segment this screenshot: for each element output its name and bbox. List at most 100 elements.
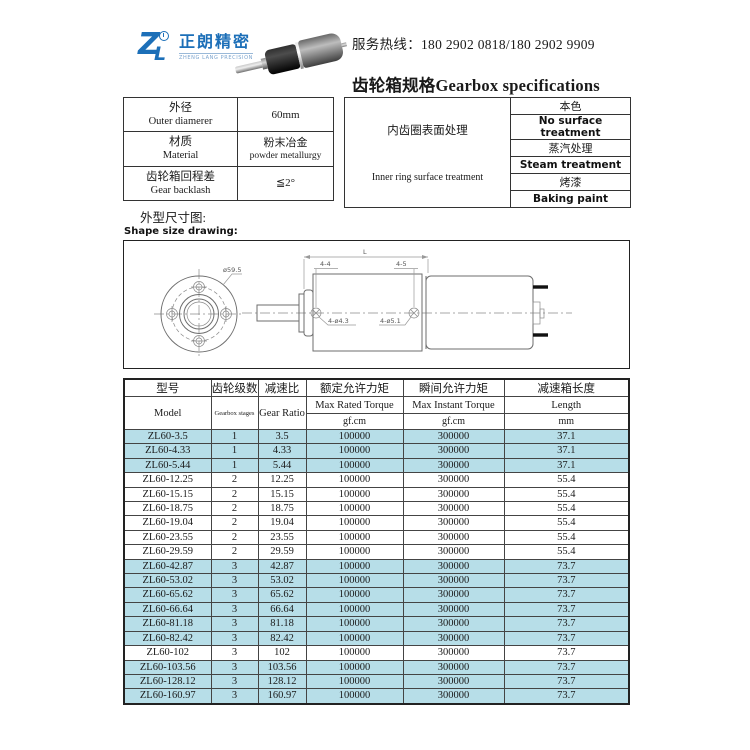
cell-ratio: 29.59 [257, 544, 307, 560]
gear-table-body: ZL60-3.5 1 3.5 100000 300000 37.1 ZL60-4.33 1 4.… [123, 428, 630, 705]
cell-length: 73.7 [503, 630, 630, 647]
header-row-en: Model Gearbox stages Gear Ratio Max Rate… [123, 396, 630, 430]
spec-label: 材质 Material [123, 131, 238, 167]
cell-length: 73.7 [503, 601, 630, 618]
label-en: Outer diamerer [148, 116, 213, 128]
cell-instant: 300000 [402, 587, 505, 603]
cell-stages: 1 [210, 457, 259, 474]
cell-ratio: 12.25 [257, 472, 307, 488]
cell-stages: 2 [210, 544, 259, 560]
cell-length: 37.1 [503, 443, 630, 459]
cell-stages: 2 [210, 515, 259, 531]
cell-ratio: 66.64 [257, 601, 307, 618]
motor-shaft [234, 60, 263, 74]
cell-model: ZL60-5.44 [123, 457, 212, 474]
cell-stages: 3 [210, 688, 259, 705]
cell-instant: 300000 [402, 630, 505, 647]
col-header-ratio-en: Gear Ratio [257, 396, 307, 430]
cell-rated: 100000 [305, 558, 404, 575]
table-row: ZL60-42.87 3 42.87 100000 300000 73.7 [123, 558, 630, 575]
cell-ratio: 65.62 [257, 587, 307, 603]
cell-stages: 2 [210, 501, 259, 517]
cell-model: ZL60-160.97 [123, 688, 212, 705]
cell-ratio: 160.97 [257, 688, 307, 705]
cell-instant: 300000 [402, 428, 505, 445]
cell-stages: 2 [210, 529, 259, 546]
dim-diameter-label: ø59.5 [223, 266, 241, 274]
cell-model: ZL60-53.02 [123, 573, 212, 589]
cell-model: ZL60-42.87 [123, 558, 212, 575]
surface-option-row: No surface treatment [345, 114, 631, 141]
surface-treatment-label: 内齿圈表面处理 Inner ring surface treatment [344, 96, 511, 209]
table-row: ZL60-5.44 1 5.44 100000 300000 37.1 [123, 457, 630, 474]
cell-instant: 300000 [402, 601, 505, 618]
col-header-model-cn: 型号 [123, 378, 212, 397]
cell-ratio: 82.42 [257, 630, 307, 647]
cell-length: 73.7 [503, 659, 630, 675]
cell-stages: 3 [210, 573, 259, 589]
surface-option: Steam treatment [510, 156, 631, 175]
cell-stages: 3 [210, 587, 259, 603]
gearmotor-image [232, 28, 351, 87]
table-row: ZL60-23.55 2 23.55 100000 300000 55.4 [123, 529, 630, 546]
cell-rated: 100000 [305, 688, 404, 705]
logo-z-glyph: Z [138, 27, 160, 62]
cell-instant: 300000 [402, 688, 505, 705]
col-header-instant-en: Max Instant Torque [402, 396, 505, 414]
cell-model: ZL60-82.42 [123, 630, 212, 647]
cell-ratio: 19.04 [257, 515, 307, 531]
cell-stages: 3 [210, 645, 259, 661]
cell-length: 73.7 [503, 645, 630, 661]
front-view: ø59.5 [154, 266, 244, 359]
cell-stages: 1 [210, 428, 259, 445]
cell-instant: 300000 [402, 544, 505, 560]
table-row: ZL60-66.64 3 66.64 100000 300000 73.7 [123, 601, 630, 618]
cell-rated: 100000 [305, 529, 404, 546]
cell-rated: 100000 [305, 616, 404, 632]
cell-stages: 3 [210, 673, 259, 690]
table-row: ZL60-81.18 3 81.18 100000 300000 73.7 [123, 616, 630, 632]
cell-model: ZL60-102 [123, 645, 212, 661]
cell-stages: 1 [210, 443, 259, 459]
table-row: ZL60-19.04 2 19.04 100000 300000 55.4 [123, 515, 630, 531]
cell-stages: 2 [210, 486, 259, 503]
cell-instant: 300000 [402, 529, 505, 546]
col-header-instant-cn: 瞬间允许力矩 [402, 378, 505, 397]
table-row: ZL60-103.56 3 103.56 100000 300000 73.7 [123, 659, 630, 675]
cell-length: 73.7 [503, 673, 630, 690]
cell-model: ZL60-81.18 [123, 616, 212, 632]
cell-ratio: 3.5 [257, 428, 307, 445]
value-line2: powder metallurgy [249, 150, 322, 161]
cell-stages: 3 [210, 616, 259, 632]
dim-length-label: L [363, 248, 367, 256]
header-row-cn: 型号 齿轮级数 减速比 额定允许力矩 瞬间允许力矩 减速箱长度 [123, 378, 630, 397]
surface-option: 蒸汽处理 [510, 139, 631, 158]
spec-row-backlash: 齿轮箱回程差 Gear backlash ≦2° [123, 165, 334, 201]
cell-model: ZL60-19.04 [123, 515, 212, 531]
cell-instant: 300000 [402, 457, 505, 474]
table-row: ZL60-82.42 3 82.42 100000 300000 73.7 [123, 630, 630, 647]
cell-instant: 300000 [402, 558, 505, 575]
cell-length: 73.7 [503, 587, 630, 603]
label-cn: 齿轮箱回程差 [146, 170, 215, 183]
value-line1: ≦2° [275, 177, 296, 190]
side-view: 4-ø4.3 4-ø5.1 L 4-4 4-5 [242, 248, 572, 352]
cell-length: 55.4 [503, 486, 630, 503]
cell-model: ZL60-3.5 [123, 428, 212, 445]
spec-label: 外径 Outer diamerer [123, 96, 238, 133]
cell-length: 55.4 [503, 544, 630, 560]
surface-option: 本色 [510, 96, 631, 116]
gearbox-table: 型号 齿轮级数 减速比 额定允许力矩 瞬间允许力矩 减速箱长度 Model Ge… [123, 378, 630, 705]
col-header-ratio-cn: 减速比 [257, 378, 307, 397]
label-en: Material [162, 150, 199, 162]
value-line1: 60mm [271, 108, 300, 121]
col-header-stages-en: Gearbox stages [210, 396, 259, 430]
value-line1: 粉末冶金 [263, 136, 308, 149]
table-row: ZL60-12.25 2 12.25 100000 300000 55.4 [123, 472, 630, 488]
spec-row-outer-diameter: 外径 Outer diamerer 60mm [123, 96, 334, 133]
table-row: ZL60-65.62 3 65.62 100000 300000 73.7 [123, 587, 630, 603]
cell-model: ZL60-103.56 [123, 659, 212, 675]
cell-instant: 300000 [402, 472, 505, 488]
dim-front-holes-label: 4-4 [320, 260, 331, 268]
